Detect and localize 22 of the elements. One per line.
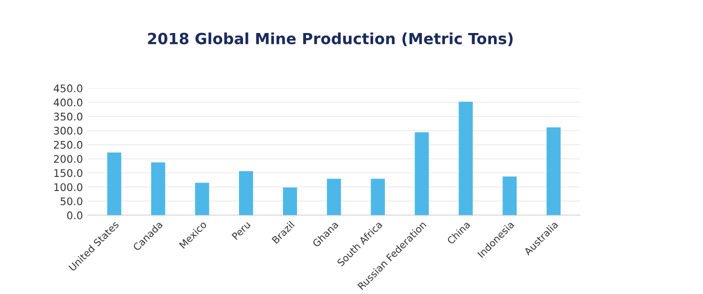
y-tick-label: 300.0: [54, 126, 82, 135]
bar: [414, 132, 429, 216]
bar: [107, 152, 122, 216]
bar: [195, 182, 210, 216]
y-tick-label: 50.0: [60, 197, 82, 206]
bar: [370, 178, 385, 216]
y-tick-label: 400.0: [54, 98, 82, 106]
chart-title: 2018 Global Mine Production (Metric Tons): [148, 32, 513, 46]
bar: [151, 162, 166, 216]
bar: [546, 127, 561, 216]
y-tick-label: 250.0: [54, 140, 82, 149]
y-tick-label: 0.0: [67, 211, 82, 220]
y-tick-label: 350.0: [54, 112, 82, 121]
bar: [239, 171, 254, 216]
bar: [458, 102, 473, 216]
y-tick-label: 200.0: [54, 154, 82, 163]
y-tick-label: 100.0: [54, 183, 82, 192]
bar: [282, 188, 298, 216]
y-tick-label: 450.0: [54, 84, 82, 92]
bar: [502, 176, 517, 216]
y-tick-label: 150.0: [54, 169, 82, 177]
bar: [326, 178, 341, 216]
